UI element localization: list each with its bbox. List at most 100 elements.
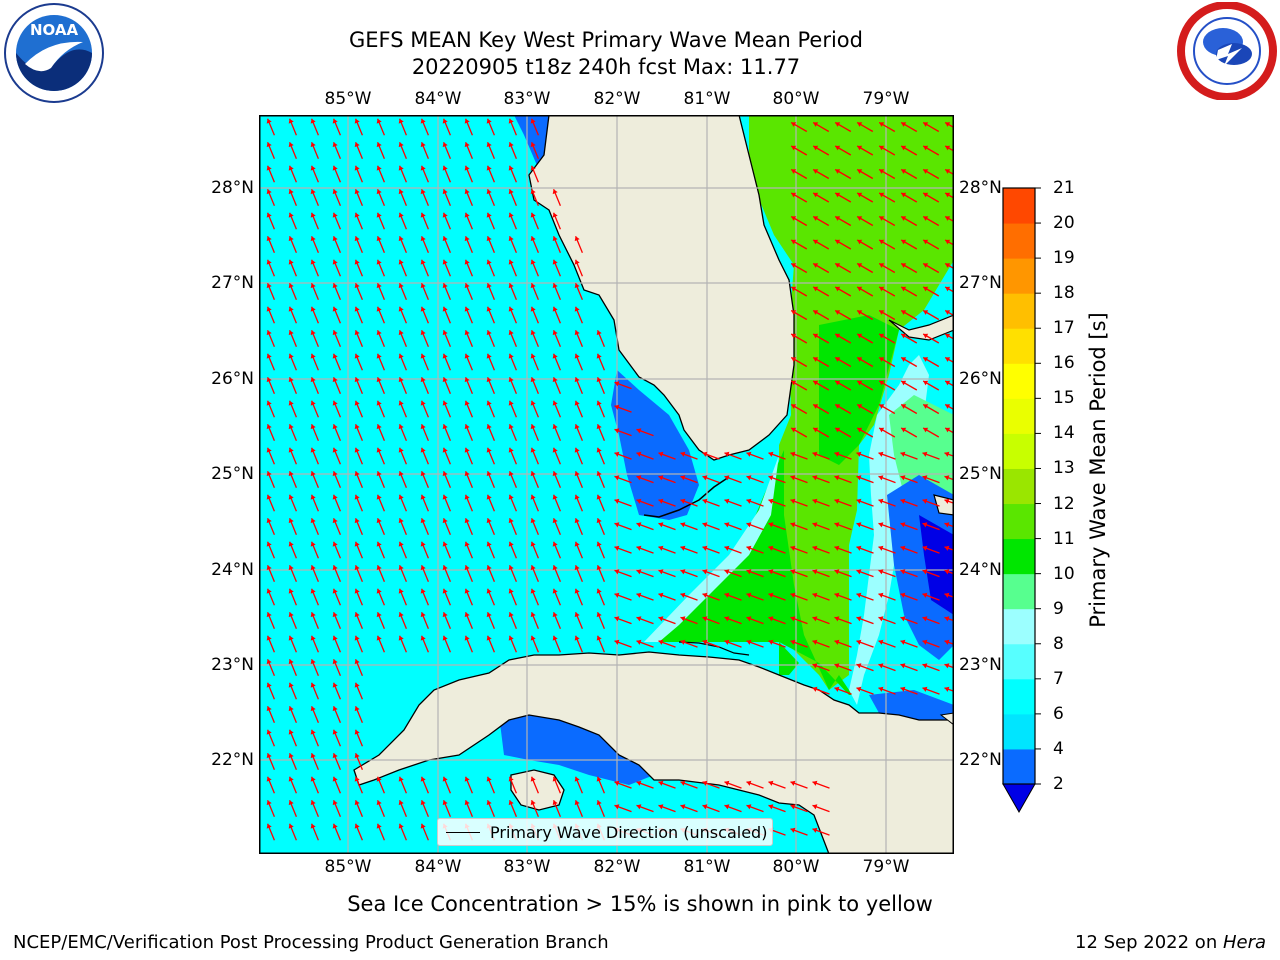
wave-arrow-head — [900, 522, 906, 528]
wave-arrow-head — [354, 612, 360, 618]
wave-arrow-head — [266, 823, 272, 829]
wave-arrow-head — [923, 122, 929, 127]
wave-arrow-head — [442, 541, 448, 547]
wave-arrow-head — [266, 189, 272, 195]
wave-arrow-head — [530, 588, 536, 594]
wave-arrow-head — [614, 475, 620, 481]
wave-arrow-head — [310, 776, 316, 782]
region-2to4s — [887, 475, 954, 660]
colorbar-tick-label: 6 — [1053, 703, 1064, 724]
wave-arrow-head — [310, 306, 316, 312]
wave-arrow-head — [310, 682, 316, 688]
wave-arrow-head — [332, 236, 338, 242]
wave-arrow-head — [398, 471, 404, 477]
wave-arrow-head — [702, 592, 708, 598]
wave-arrow-head — [464, 118, 470, 124]
wave-arrow-head — [791, 404, 797, 409]
wave-arrow-head — [530, 330, 536, 336]
wave-direction-arrows — [266, 118, 954, 841]
wave-arrow-head — [398, 306, 404, 312]
lat-tick-label: 23°N — [211, 655, 254, 675]
wave-arrow-head — [552, 259, 558, 265]
wave-arrow-head — [835, 333, 841, 339]
wave-arrow-head — [420, 447, 426, 453]
wave-arrow-head — [310, 706, 316, 712]
wave-arrow-head — [354, 659, 360, 665]
wave-arrow-head — [812, 639, 818, 645]
wave-arrow-head — [420, 776, 426, 782]
wave-arrow-head — [354, 189, 360, 195]
colorbar-tick-label: 18 — [1053, 283, 1075, 304]
colorbar-segment — [1003, 468, 1035, 505]
wave-arrow-head — [813, 357, 819, 362]
wave-arrow-head — [724, 616, 730, 622]
colorbar-segment — [1003, 503, 1035, 540]
wave-arrow-head — [856, 592, 862, 598]
wave-arrow-head — [530, 236, 536, 242]
lat-tick-label: 28°N — [959, 178, 1002, 198]
wave-arrow-head — [266, 753, 272, 759]
wave-arrow-head — [530, 283, 536, 289]
wave-arrow-head — [596, 588, 602, 594]
wave-arrow-head — [813, 333, 819, 339]
wave-arrow-head — [530, 612, 536, 618]
wave-arrow-head — [442, 518, 448, 524]
wave-arrow-head — [835, 263, 841, 268]
wave-arrow-head — [420, 165, 426, 171]
wave-arrow-head — [812, 686, 818, 692]
wave-arrow-head — [923, 239, 929, 245]
wave-arrow-head — [790, 451, 796, 457]
wave-arrow-head — [724, 592, 730, 598]
wave-arrow-head — [923, 216, 929, 221]
wave-arrow-head — [376, 518, 382, 524]
wave-arrow-head — [508, 612, 514, 618]
wave-arrow-head — [944, 569, 950, 575]
wave-arrow-head — [332, 118, 338, 124]
wave-arrow-head — [768, 592, 774, 598]
wave-arrow-head — [944, 616, 950, 622]
wave-arrow-head — [486, 494, 492, 500]
wave-arrow-head — [266, 400, 272, 406]
wave-arrow-head — [266, 659, 272, 665]
wave-arrow-head — [552, 447, 558, 453]
wave-arrow-head — [901, 145, 907, 151]
wave-arrow-head — [922, 522, 928, 528]
wave-arrow-head — [486, 212, 492, 218]
wave-arrow-head — [266, 800, 272, 806]
wave-arrow-head — [420, 377, 426, 383]
wave-arrow-head — [879, 427, 885, 433]
lat-tick-label: 27°N — [211, 273, 254, 293]
wave-arrow-head — [768, 545, 774, 551]
wave-arrow-head — [574, 283, 580, 289]
wave-arrow-head — [813, 145, 819, 151]
wave-arrow-head — [702, 569, 708, 575]
wave-arrow-head — [464, 494, 470, 500]
wave-arrow-head — [442, 447, 448, 453]
wave-arrow-head — [354, 142, 360, 148]
wave-arrow-head — [398, 424, 404, 430]
wave-arrow-head — [596, 612, 602, 618]
wave-arrow-head — [354, 706, 360, 712]
wave-arrow-head — [614, 428, 620, 434]
wave-arrow-head — [614, 639, 620, 645]
wave-arrow-head — [464, 236, 470, 242]
colorbar-segment — [1003, 328, 1035, 364]
wave-arrow-head — [790, 639, 796, 645]
wave-arrow-head — [746, 498, 752, 504]
wave-arrow-head — [812, 804, 818, 810]
wave-arrow-head — [266, 330, 272, 336]
wave-arrow-head — [835, 310, 841, 315]
wave-arrow-head — [922, 451, 928, 457]
wave-arrow-head — [530, 565, 536, 571]
wave-arrow-head — [746, 804, 752, 810]
wave-arrow-head — [923, 333, 929, 339]
wave-arrow-head — [288, 494, 294, 500]
wave-arrow-head — [376, 541, 382, 547]
wave-arrow-head — [464, 565, 470, 571]
wave-arrow-head — [835, 122, 841, 127]
wave-arrow-head — [596, 353, 602, 359]
wave-arrow-head — [310, 612, 316, 618]
wave-arrow-head — [552, 377, 558, 383]
wave-arrow-head — [768, 522, 774, 528]
wave-arrow-head — [945, 239, 951, 245]
